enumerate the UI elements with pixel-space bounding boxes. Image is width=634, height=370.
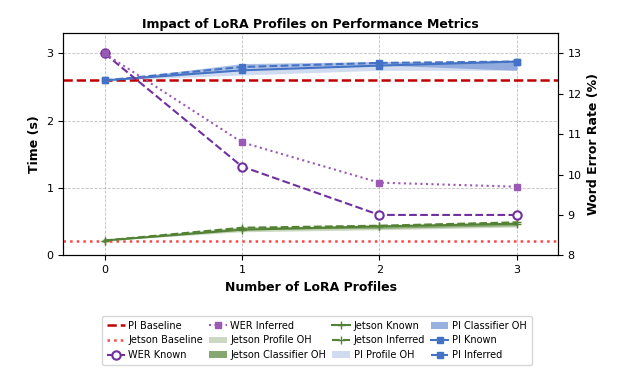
Legend: PI Baseline, Jetson Baseline, WER Known, WER Inferred, Jetson Profile OH, Jetson: PI Baseline, Jetson Baseline, WER Known,… xyxy=(102,316,532,365)
Y-axis label: Time (s): Time (s) xyxy=(28,115,41,173)
Title: Impact of LoRA Profiles on Performance Metrics: Impact of LoRA Profiles on Performance M… xyxy=(142,18,479,31)
Y-axis label: Word Error Rate (%): Word Error Rate (%) xyxy=(587,73,600,215)
X-axis label: Number of LoRA Profiles: Number of LoRA Profiles xyxy=(224,280,397,293)
